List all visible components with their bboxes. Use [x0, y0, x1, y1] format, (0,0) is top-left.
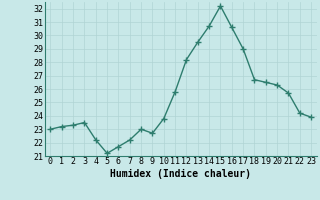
X-axis label: Humidex (Indice chaleur): Humidex (Indice chaleur) [110, 169, 251, 179]
